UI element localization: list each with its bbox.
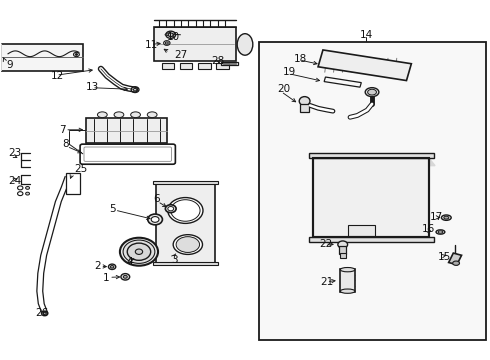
Polygon shape	[313, 158, 435, 166]
Ellipse shape	[121, 274, 130, 280]
Ellipse shape	[168, 33, 173, 37]
Bar	[180, 63, 193, 69]
Bar	[153, 262, 218, 265]
Text: 10: 10	[167, 32, 180, 42]
Text: 25: 25	[74, 164, 87, 174]
Ellipse shape	[114, 112, 124, 118]
Text: 4: 4	[127, 257, 133, 267]
Text: 12: 12	[50, 71, 64, 81]
Text: 16: 16	[422, 225, 435, 234]
Ellipse shape	[110, 266, 114, 268]
Ellipse shape	[173, 235, 202, 255]
Text: 17: 17	[430, 212, 443, 222]
Bar	[324, 77, 361, 87]
Bar	[449, 253, 462, 265]
Bar	[162, 63, 174, 69]
Ellipse shape	[75, 54, 77, 55]
Ellipse shape	[176, 237, 199, 252]
Bar	[1, 44, 83, 71]
Ellipse shape	[340, 267, 355, 272]
Ellipse shape	[453, 261, 460, 265]
Ellipse shape	[147, 112, 157, 118]
Bar	[156, 183, 215, 264]
Bar	[153, 181, 218, 184]
Ellipse shape	[98, 112, 107, 118]
Text: 1: 1	[103, 273, 110, 283]
Bar	[318, 50, 412, 81]
Ellipse shape	[438, 231, 442, 233]
Bar	[221, 62, 238, 65]
Ellipse shape	[120, 238, 158, 266]
Ellipse shape	[127, 243, 151, 260]
Text: 26: 26	[35, 309, 48, 318]
Ellipse shape	[135, 249, 143, 255]
Bar	[198, 63, 211, 69]
Ellipse shape	[123, 240, 155, 264]
Bar	[339, 246, 346, 253]
Ellipse shape	[42, 311, 48, 316]
Text: 20: 20	[277, 84, 290, 94]
Text: 7: 7	[59, 125, 66, 135]
Text: 19: 19	[283, 67, 296, 77]
Bar	[154, 27, 236, 62]
Text: 2: 2	[95, 261, 101, 271]
Ellipse shape	[165, 205, 176, 213]
Bar	[348, 225, 375, 235]
Ellipse shape	[441, 215, 451, 220]
Ellipse shape	[43, 312, 46, 315]
Text: 3: 3	[171, 255, 177, 265]
Ellipse shape	[444, 216, 449, 219]
Ellipse shape	[133, 88, 137, 91]
Polygon shape	[0, 44, 1, 71]
Ellipse shape	[338, 241, 347, 248]
Ellipse shape	[168, 207, 173, 211]
Bar	[222, 63, 236, 64]
Bar	[313, 158, 429, 237]
Ellipse shape	[168, 198, 203, 224]
Ellipse shape	[25, 192, 29, 195]
Text: 27: 27	[174, 50, 187, 60]
Text: 13: 13	[86, 82, 99, 93]
Ellipse shape	[165, 42, 168, 44]
Text: 24: 24	[8, 176, 21, 186]
Text: 5: 5	[109, 204, 116, 214]
Ellipse shape	[108, 264, 116, 270]
Ellipse shape	[365, 87, 379, 96]
Bar	[309, 237, 434, 242]
Ellipse shape	[368, 89, 376, 95]
Text: 22: 22	[319, 239, 333, 249]
Ellipse shape	[151, 217, 159, 222]
Bar	[300, 104, 309, 112]
Text: 21: 21	[321, 277, 334, 287]
Text: 8: 8	[62, 139, 69, 149]
Text: 18: 18	[294, 54, 307, 64]
Bar	[340, 253, 345, 258]
Text: 11: 11	[145, 40, 158, 50]
Bar	[66, 173, 80, 194]
Ellipse shape	[25, 186, 29, 189]
Ellipse shape	[148, 214, 162, 225]
Bar	[259, 42, 486, 339]
Bar	[86, 118, 167, 143]
Text: 15: 15	[438, 252, 451, 262]
Ellipse shape	[123, 275, 127, 278]
Bar	[313, 158, 429, 237]
Ellipse shape	[131, 112, 141, 118]
Ellipse shape	[340, 289, 355, 293]
Text: 14: 14	[360, 30, 373, 40]
Bar	[340, 269, 355, 292]
Text: 6: 6	[153, 194, 160, 204]
Bar	[309, 153, 434, 158]
Ellipse shape	[299, 96, 310, 105]
Ellipse shape	[237, 34, 253, 55]
Ellipse shape	[436, 230, 445, 234]
Text: 9: 9	[6, 60, 13, 70]
Text: 23: 23	[8, 148, 21, 158]
Text: 28: 28	[211, 55, 224, 66]
Bar	[217, 63, 229, 69]
